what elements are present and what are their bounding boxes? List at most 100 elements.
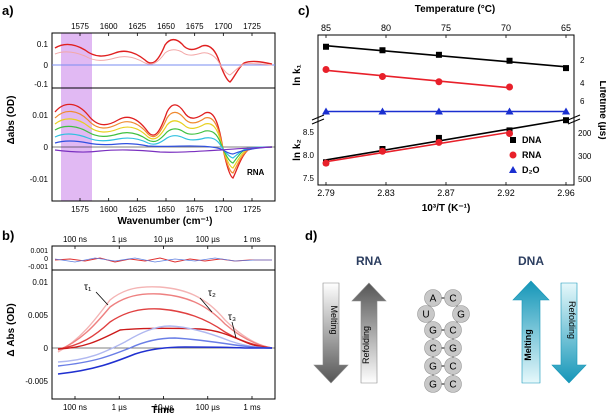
residual-trace (54, 257, 272, 263)
a-upper-ytick: 0 (44, 61, 49, 70)
tick-label: 1 ms (243, 235, 260, 244)
data-point (322, 159, 330, 167)
b-upper-ytick: 0 (44, 256, 48, 263)
data-point (322, 66, 330, 73)
tau3-label: τ₃ (228, 312, 236, 323)
data-point (563, 65, 569, 72)
dna-refolding-label: Refolding (567, 301, 577, 339)
tick-label: 1675 (186, 205, 204, 214)
a-lower-ytick: -0.01 (30, 175, 49, 184)
data-point (435, 51, 442, 58)
kinetic-trace (57, 325, 273, 363)
spectrum-trace-cyan (54, 133, 273, 159)
tick-label: 1625 (128, 22, 146, 31)
nucleotide (444, 321, 462, 339)
nucleotide-label: C (449, 380, 456, 391)
panel-c-xlabel: 10³/T (K⁻¹) (422, 203, 471, 214)
spectrum-trace-green (54, 125, 273, 164)
residual-trace (54, 257, 272, 263)
tick-label: 100 µs (196, 235, 220, 244)
tick-label: 1725 (243, 205, 261, 214)
tick-label: 1600 (100, 205, 118, 214)
data-point (378, 73, 386, 80)
c-left-ytick: 8.0 (303, 151, 315, 160)
c-left-ytick: 7.5 (303, 174, 315, 183)
panel-c-legend: DNA RNA D₂O (509, 135, 542, 175)
panel-c-label: c) (298, 3, 310, 18)
legend-label: D₂O (522, 165, 540, 175)
dna-melting-arrow (512, 280, 550, 384)
panel-b-top-axis: 100 ns 1 µs 10 µs 100 µs 1 ms (63, 235, 261, 249)
tick-label: 65 (561, 23, 571, 33)
rna-refolding-label: Refolding (361, 326, 371, 364)
c-right-ytick: 300 (578, 152, 592, 161)
rna-melting-arrow (313, 282, 349, 384)
panel-a-lower-frame (51, 87, 276, 202)
dna-melting-label: Melting (523, 329, 533, 361)
nucleotide-label: C (449, 362, 456, 373)
kinetic-trace (57, 327, 273, 350)
data-point (322, 107, 330, 115)
tick-label: 1 µs (112, 235, 127, 244)
panel-c-data (322, 43, 570, 167)
tick-label: 2.92 (497, 188, 515, 198)
b-lower-ytick: -0.005 (25, 377, 48, 386)
data-point (562, 107, 570, 115)
panel-a-top-axis: 1575 1600 1625 1650 1675 1700 1725 (71, 22, 261, 36)
tau3-pointer (231, 321, 237, 339)
tick-label: 85 (321, 23, 331, 33)
nucleotide (417, 305, 435, 323)
rna-melting-label: Melting (329, 305, 339, 334)
data-point (378, 147, 386, 155)
b-lower-ytick: 0.005 (28, 311, 49, 320)
tick-label: 1575 (71, 22, 89, 31)
nucleotide (452, 305, 470, 323)
spectrum-trace-blue (54, 140, 273, 155)
panel-b-xlabel: Time (151, 405, 175, 415)
legend-label: DNA (522, 135, 542, 145)
tick-label: 100 ns (63, 403, 87, 412)
nucleotide (444, 339, 462, 357)
tick-label: 1625 (128, 205, 146, 214)
b-upper-ytick: 0.001 (30, 248, 48, 255)
a-lower-ytick: 0.01 (32, 111, 48, 120)
data-point (506, 130, 514, 137)
data-point (435, 134, 442, 141)
panel-a-upper-spectra (52, 38, 275, 83)
tick-label: 10 µs (154, 235, 174, 244)
data-point (435, 138, 443, 146)
kinetic-trace (57, 337, 273, 367)
nucleotide-label: U (422, 310, 429, 321)
c-right-ytick: 200 (578, 129, 592, 138)
ln-k2-label: ln k₂ (292, 139, 303, 161)
kinetic-trace (57, 286, 273, 353)
data-point (505, 107, 514, 115)
tick-label: 1700 (214, 22, 232, 31)
rna-annotation: RNA (247, 168, 265, 177)
b-lower-ytick: 0.01 (32, 278, 48, 287)
data-point (563, 117, 569, 124)
tick-label: 2.96 (557, 188, 575, 198)
highlight-band (61, 33, 92, 201)
panel-a-label: a) (2, 3, 14, 18)
spectrum-trace-purple (54, 146, 273, 153)
tick-label: 80 (381, 23, 391, 33)
tick-label: 1725 (243, 22, 261, 31)
panel-a-ylabel: Δabs (OD) (6, 96, 17, 145)
panel-d: d) RNA DNA Melting Refolding A CU GGCGGCGC… (305, 228, 587, 393)
temperature-axis-label: Temperature (°C) (415, 4, 496, 15)
b-lower-ytick: 0 (44, 344, 49, 353)
legend-label: RNA (522, 150, 542, 160)
data-point (378, 107, 387, 115)
spectrum-trace-red (54, 103, 273, 179)
nucleotide-label: C (449, 294, 456, 305)
panel-a-bottom-axis: 1575 1600 1625 1650 1675 1700 1725 (71, 198, 261, 214)
axis-break (311, 114, 581, 125)
tick-label: 1700 (214, 205, 232, 214)
nucleotide (424, 357, 442, 375)
tick-label: 75 (441, 23, 451, 33)
c-right-ytick: 6 (580, 97, 585, 106)
tick-label: 1650 (157, 22, 175, 31)
